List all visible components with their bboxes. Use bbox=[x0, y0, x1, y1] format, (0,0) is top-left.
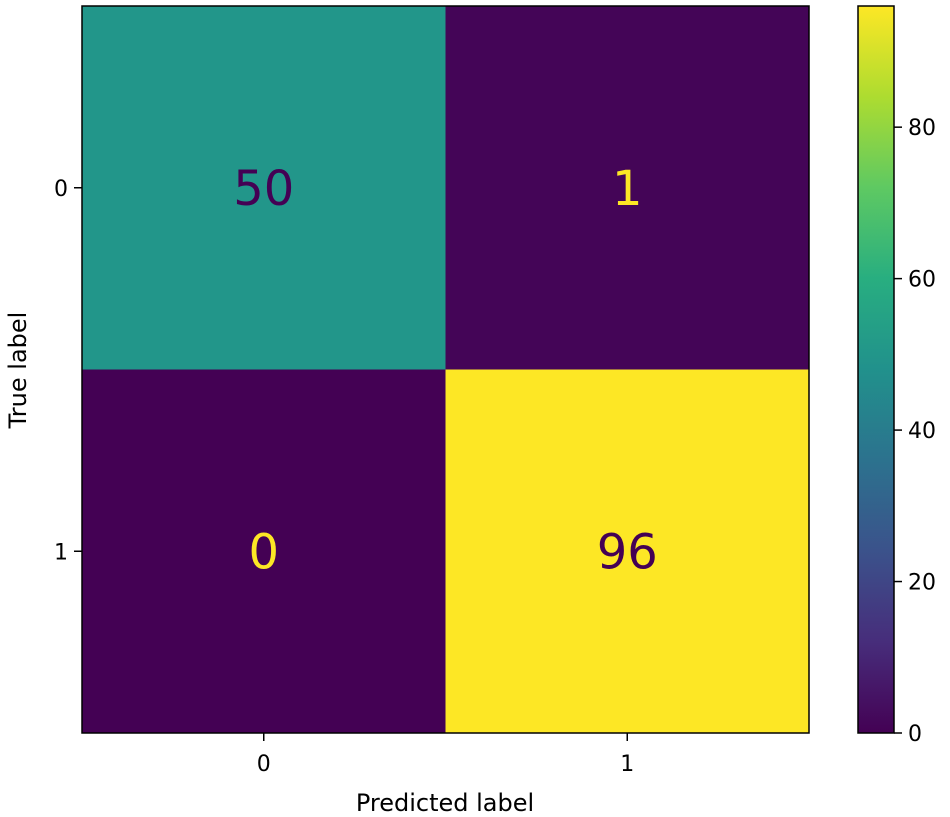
cell-value-label: 50 bbox=[233, 161, 294, 217]
colorbar bbox=[858, 6, 894, 733]
colorbar-tick-label: 80 bbox=[908, 116, 936, 141]
matrix-cell bbox=[82, 369, 446, 733]
matrix-cell bbox=[445, 6, 809, 370]
x-tick-label: 0 bbox=[257, 752, 271, 777]
x-axis-label: Predicted label bbox=[356, 789, 534, 817]
colorbar-tick-label: 20 bbox=[908, 571, 936, 596]
cell-value-label: 0 bbox=[248, 524, 279, 580]
matrix-cell bbox=[82, 6, 446, 370]
y-axis-label: True label bbox=[4, 312, 32, 430]
plot-frame bbox=[81, 5, 810, 734]
y-axis-ticks: 01 bbox=[54, 177, 82, 565]
colorbar-tick-label: 0 bbox=[908, 722, 922, 747]
matrix-cells: 50 1 0 96 bbox=[82, 6, 809, 733]
y-tick-label: 0 bbox=[54, 177, 68, 202]
colorbar-tick-label: 40 bbox=[908, 419, 936, 444]
colorbar-ticks: 0 20 40 60 80 bbox=[894, 116, 936, 747]
matrix-cell bbox=[445, 369, 809, 733]
y-tick-label: 1 bbox=[54, 540, 68, 565]
cell-value-label: 1 bbox=[612, 161, 643, 217]
colorbar-tick-label: 60 bbox=[908, 268, 936, 293]
cell-value-label: 96 bbox=[597, 524, 658, 580]
x-tick-label: 1 bbox=[620, 752, 634, 777]
colorbar-frame bbox=[857, 5, 895, 734]
